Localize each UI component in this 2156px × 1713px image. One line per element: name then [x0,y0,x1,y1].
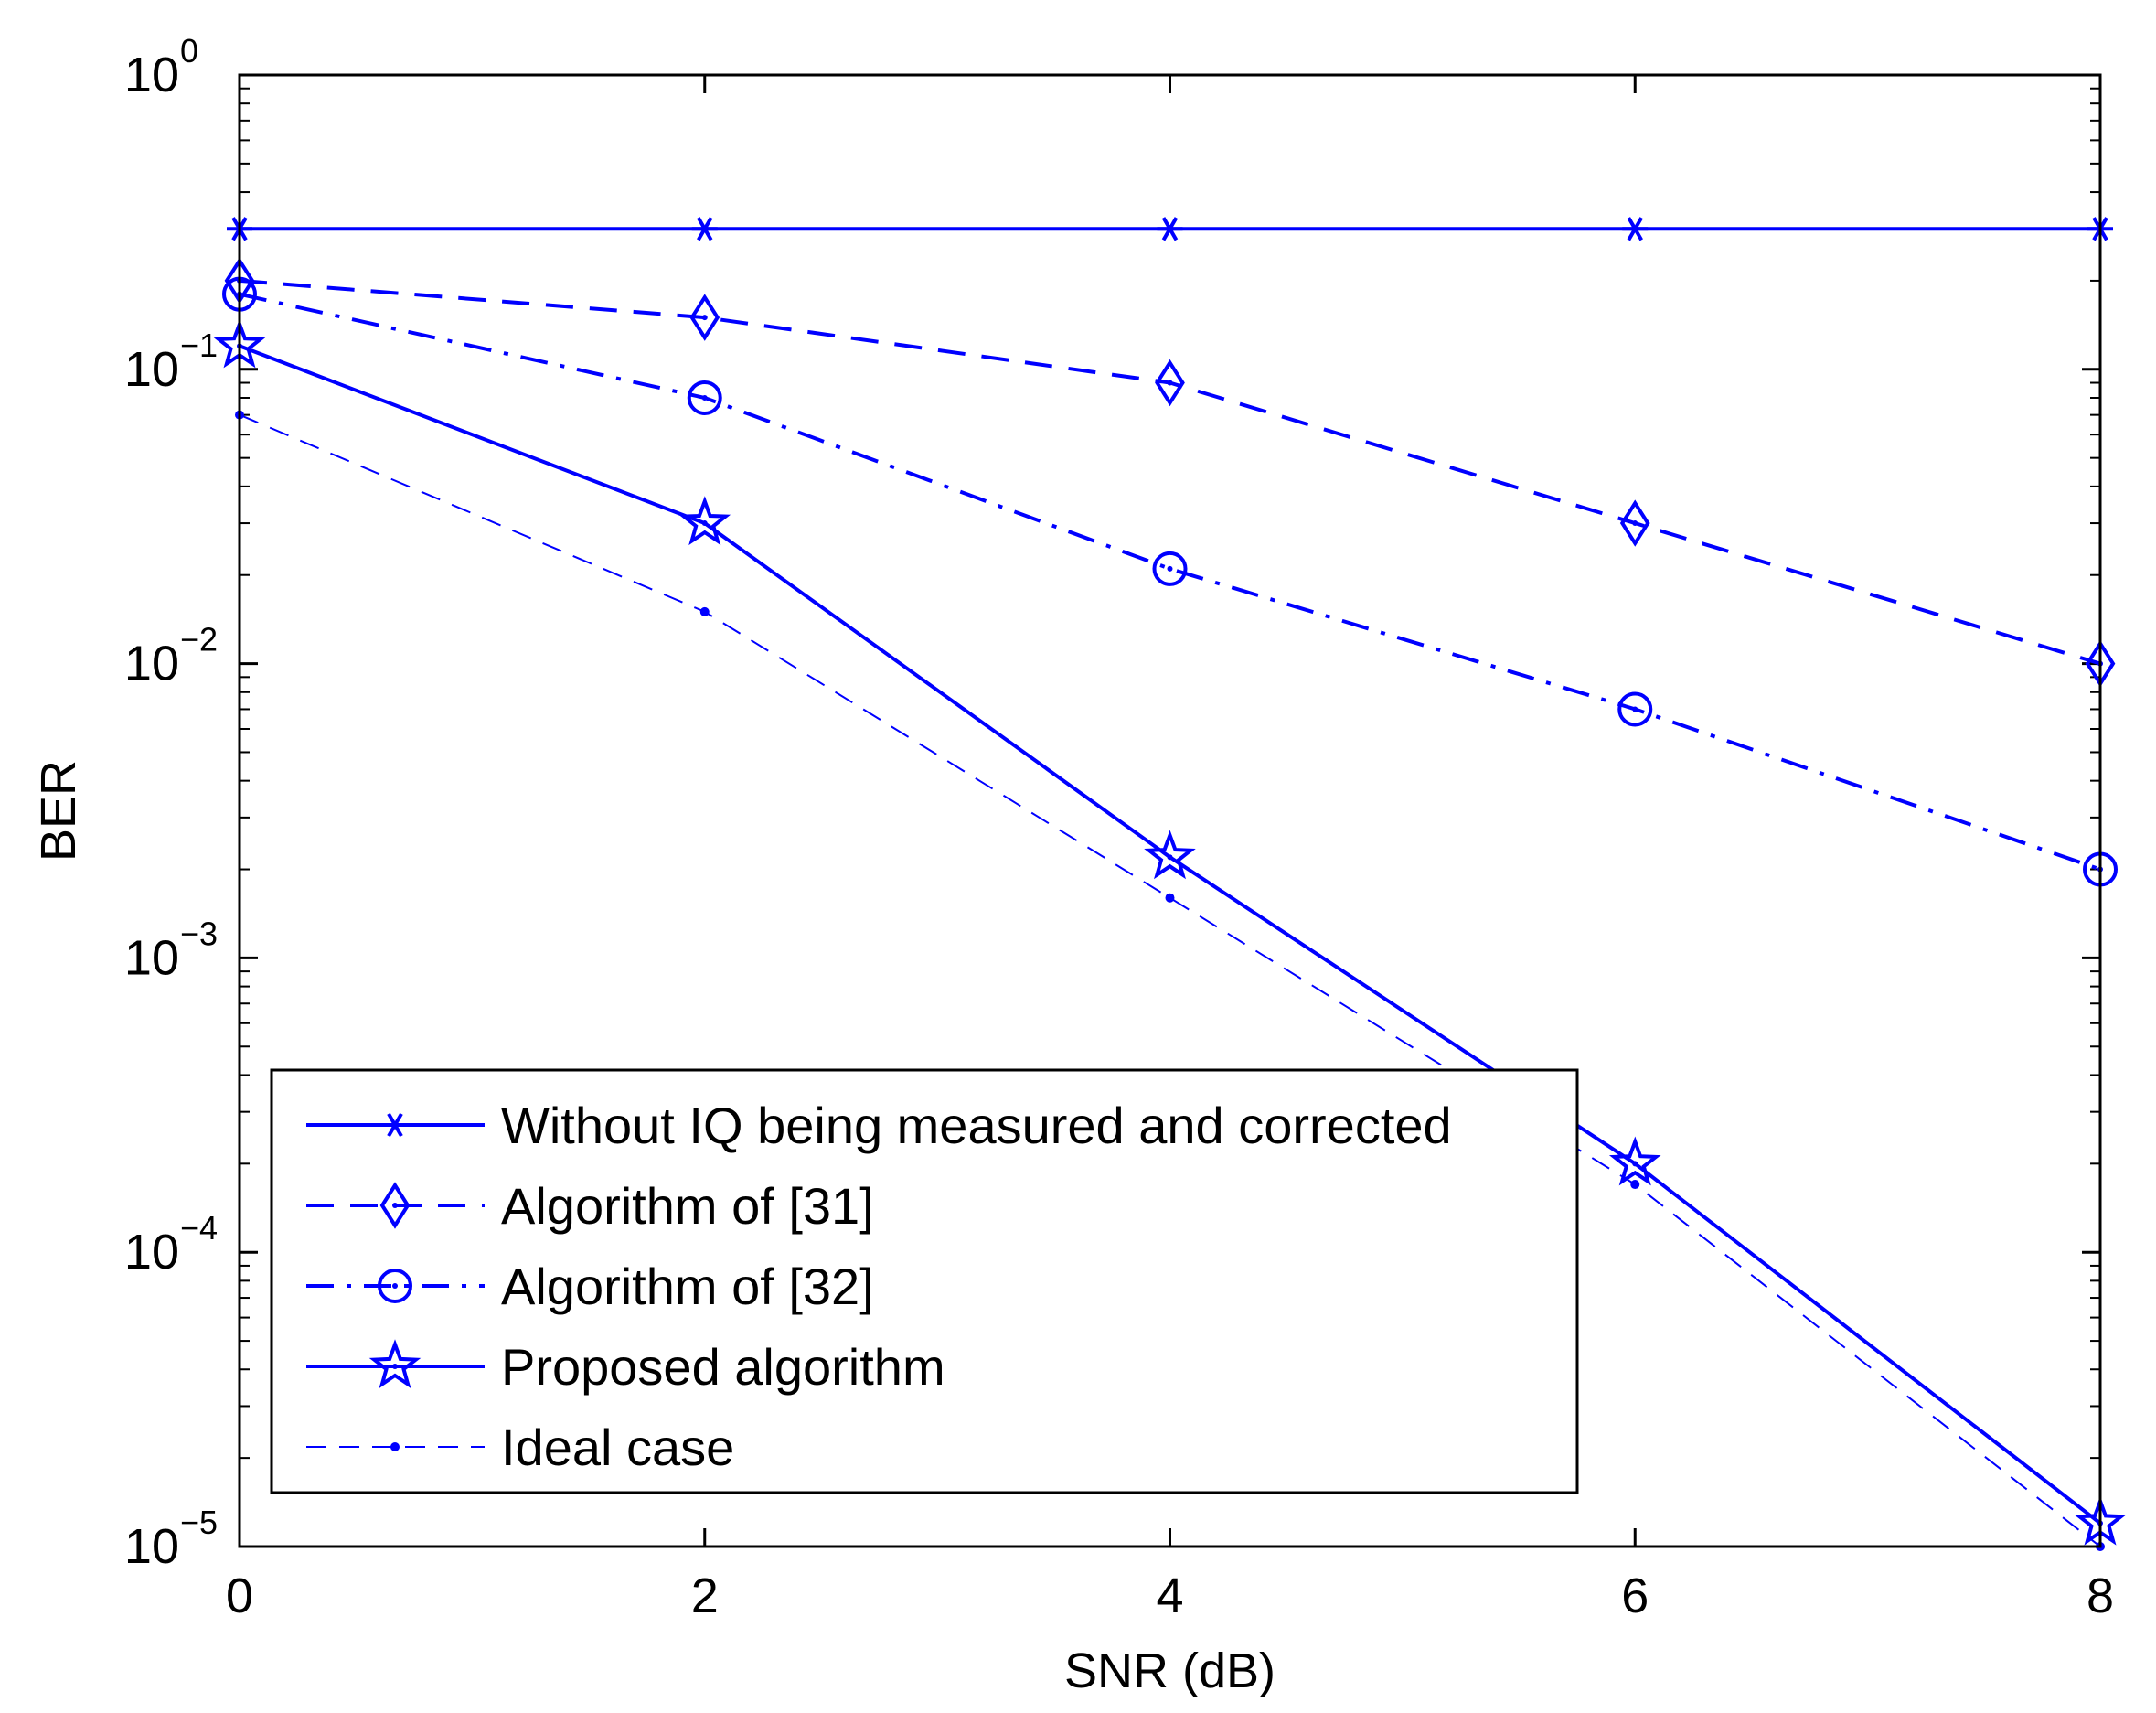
marker-center-dot [1167,854,1173,861]
legend-label: Algorithm of [31] [501,1177,874,1235]
circle-shape [378,1269,412,1303]
x-axis-title: SNR (dB) [1064,1643,1275,1698]
y-tick-exponent: −4 [180,1209,218,1247]
plot-frame [238,73,2102,1548]
asterisk-stroke [1161,217,1179,241]
minor-ticks [240,87,2100,1460]
legend-entry: Algorithm of [31] [306,1177,874,1235]
marker-center-dot [701,394,708,401]
legend-entry: Algorithm of [32] [306,1258,874,1315]
y-tick-base: 10 [124,48,179,102]
asterisk-marker-point [691,217,718,241]
circle-shape [687,380,722,415]
y-tick-base: 10 [124,1225,179,1279]
legend-box [270,1068,1579,1494]
circle-marker-point [1617,691,1653,727]
x-tick-label: 4 [1156,1568,1183,1623]
marker-center-dot [701,315,708,321]
star-shape [1144,830,1196,880]
y-tick-label: 10 −3 [124,915,218,985]
asterisk-marker-point [1157,217,1183,241]
legend-label: Ideal case [501,1419,734,1476]
asterisk-marker [382,1112,408,1138]
circle-shape [1152,551,1188,586]
y-tick-exponent: −3 [180,915,218,952]
asterisk-stroke [387,1112,403,1138]
y-axis-title: BER [31,760,86,862]
marker-center-dot [701,520,708,527]
x-tick-label: 8 [2087,1568,2114,1623]
marker-center-dot [1167,565,1173,572]
marker-center-dot [1632,520,1638,527]
marker-center-dot [392,1283,398,1289]
x-tick-label: 0 [226,1568,253,1623]
dot-marker-point [699,606,710,616]
star-marker-point [1608,1136,1661,1186]
series-4 [235,410,2105,1551]
legend: Without IQ being measured and corrected A… [270,1068,1579,1494]
y-tick-base: 10 [124,342,179,397]
circle-shape [1617,691,1653,727]
dot-marker [390,1442,400,1451]
asterisk-marker-point [1622,217,1649,241]
y-tick-exponent: −5 [180,1504,218,1541]
dot-marker-point [1165,893,1175,903]
legend-label: Proposed algorithm [501,1338,945,1396]
star-shape [678,496,731,546]
y-tick-exponent: −2 [180,621,218,658]
diamond-shape [1155,359,1185,407]
diamond-marker-point [1619,499,1650,547]
y-tick-exponent: 0 [180,32,198,70]
x-tick-labels: 0 2 4 6 8 [226,1568,2114,1623]
circle-marker-point [1152,551,1188,586]
marker-center-dot [1632,1161,1638,1167]
star-shape [1608,1136,1661,1186]
star-marker-point [678,496,731,546]
y-tick-label: 10 −2 [124,621,218,691]
x-tick-label: 2 [691,1568,719,1623]
y-tick-exponent: −1 [180,327,218,364]
legend-entry: Without IQ being measured and corrected [306,1097,1452,1154]
diamond-marker [379,1182,411,1229]
diamond-marker-point [689,294,720,341]
y-tick-label: 10 −4 [124,1209,218,1279]
star-marker-point [1144,830,1196,880]
star-shape [368,1339,422,1389]
legend-entry: Ideal case [306,1419,734,1476]
marker-center-dot [1632,706,1638,712]
legend-label: Without IQ being measured and corrected [501,1097,1452,1154]
legend-label: Algorithm of [32] [501,1258,874,1315]
diamond-shape [1619,499,1650,547]
y-tick-label: 10 0 [124,32,198,102]
series-line [239,413,2101,1547]
y-tick-base: 10 [124,1519,179,1574]
x-tick-label: 6 [1621,1568,1649,1623]
diamond-marker-point [1155,359,1185,407]
series-line [239,292,2101,872]
circle-marker [378,1269,412,1303]
marker-center-dot [1167,380,1173,386]
y-tick-label: 10 −1 [124,327,218,397]
legend-entry: Proposed algorithm [306,1338,945,1396]
star-marker [368,1339,422,1389]
diamond-shape [379,1182,411,1229]
circle-marker-point [687,380,722,415]
diamond-shape [689,294,720,341]
y-tick-base: 10 [124,930,179,985]
series-3 [213,318,2127,1546]
asterisk-stroke [1627,217,1643,241]
y-tick-label: 10 −5 [124,1504,218,1574]
y-tick-base: 10 [124,637,179,691]
marker-center-dot [392,1203,398,1208]
dot-marker-point [1630,1180,1640,1190]
asterisk-stroke [697,217,713,241]
marker-center-dot [392,1364,398,1369]
